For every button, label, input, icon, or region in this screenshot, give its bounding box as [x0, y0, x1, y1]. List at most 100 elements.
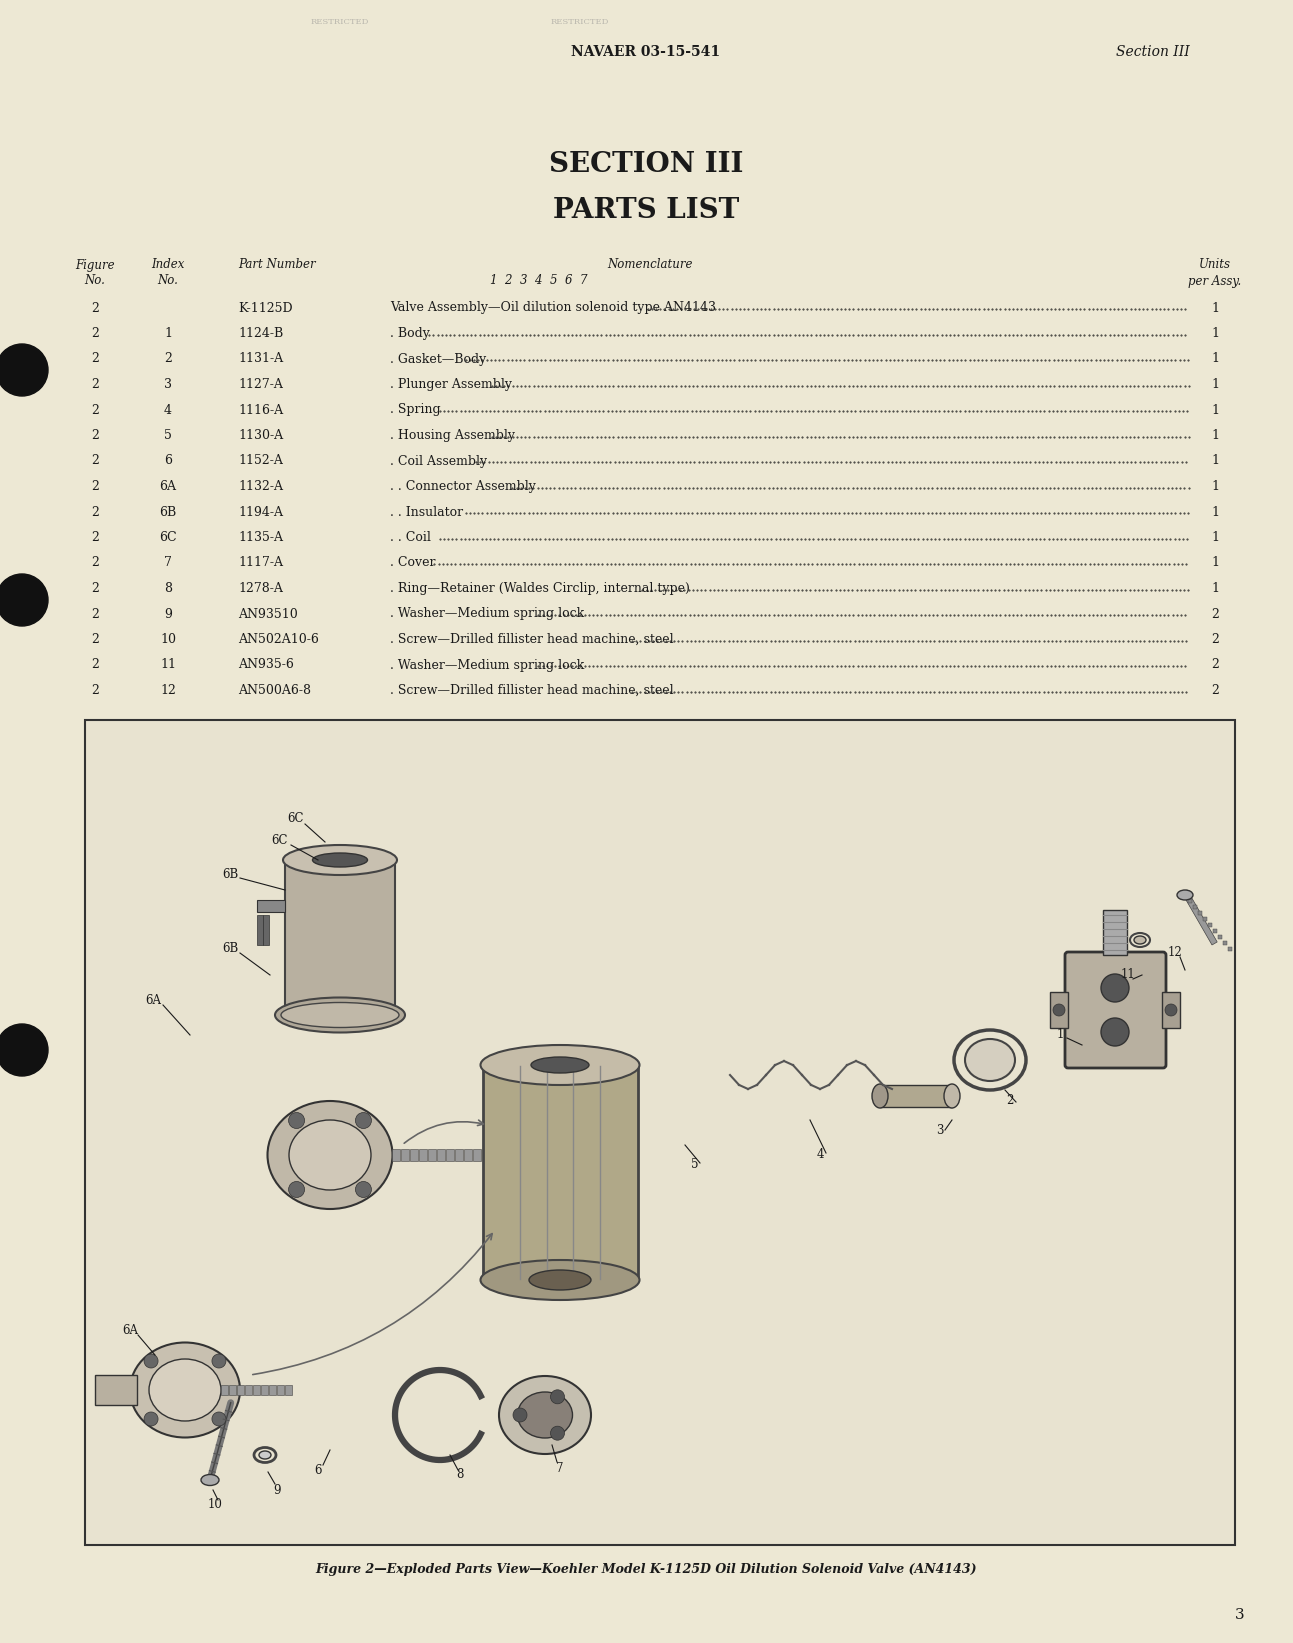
Text: Index: Index	[151, 258, 185, 271]
Ellipse shape	[259, 1451, 272, 1459]
Bar	[229, 1385, 237, 1395]
Text: . Cover: . Cover	[390, 557, 436, 570]
Text: 6A: 6A	[122, 1324, 138, 1336]
Text: . Gasket—Body: . Gasket—Body	[390, 353, 486, 365]
Bar	[277, 1385, 284, 1395]
Text: 2: 2	[1212, 659, 1219, 672]
Ellipse shape	[268, 1101, 393, 1209]
Bar	[262, 915, 269, 945]
Bar	[473, 1148, 481, 1162]
Text: 2: 2	[91, 683, 100, 697]
Bar	[446, 1148, 454, 1162]
Text: 1: 1	[1212, 582, 1219, 595]
Bar	[1213, 928, 1217, 933]
Text: 2: 2	[91, 506, 100, 519]
Text: AN935-6: AN935-6	[238, 659, 294, 672]
Text: 10: 10	[208, 1498, 222, 1512]
Text: K-1125D: K-1125D	[238, 302, 292, 314]
Bar	[237, 1385, 244, 1395]
Circle shape	[144, 1411, 158, 1426]
Text: 2: 2	[91, 531, 100, 544]
Ellipse shape	[275, 997, 405, 1032]
Bar	[1223, 941, 1227, 945]
Text: 1116-A: 1116-A	[238, 404, 283, 416]
Circle shape	[212, 1354, 226, 1369]
Text: 6B: 6B	[159, 506, 177, 519]
Bar	[94, 1375, 137, 1405]
Bar	[1228, 946, 1232, 951]
Text: Nomenclature: Nomenclature	[608, 258, 693, 271]
Text: No.: No.	[84, 274, 106, 288]
Text: 1135-A: 1135-A	[238, 531, 283, 544]
Text: 3: 3	[164, 378, 172, 391]
Bar	[221, 1385, 228, 1395]
Bar	[428, 1148, 436, 1162]
Text: 2: 2	[91, 455, 100, 468]
Bar	[1193, 905, 1197, 909]
Ellipse shape	[200, 1474, 219, 1485]
Bar	[392, 1148, 400, 1162]
Ellipse shape	[1134, 937, 1146, 945]
Bar	[437, 1148, 445, 1162]
Circle shape	[144, 1354, 158, 1369]
Text: 1278-A: 1278-A	[238, 582, 283, 595]
Text: 7: 7	[164, 557, 172, 570]
Ellipse shape	[1177, 891, 1193, 900]
Ellipse shape	[281, 1002, 400, 1027]
Ellipse shape	[149, 1359, 221, 1421]
Bar	[1188, 899, 1192, 904]
Text: . Washer—Medium spring lock: . Washer—Medium spring lock	[390, 608, 584, 621]
Text: 1131-A: 1131-A	[238, 353, 283, 365]
Bar	[1183, 894, 1187, 897]
Text: AN93510: AN93510	[238, 608, 297, 621]
Bar	[257, 915, 262, 945]
Text: 1130-A: 1130-A	[238, 429, 283, 442]
Text: Units: Units	[1199, 258, 1231, 271]
Text: 11: 11	[1121, 968, 1135, 981]
Text: 5: 5	[692, 1158, 698, 1171]
Text: NAVAER 03-15-541: NAVAER 03-15-541	[572, 44, 720, 59]
Text: 1: 1	[1212, 531, 1219, 544]
Text: 2: 2	[91, 480, 100, 493]
Text: 1: 1	[1212, 480, 1219, 493]
Text: 2: 2	[1006, 1094, 1014, 1106]
Circle shape	[0, 573, 48, 626]
Text: 2: 2	[91, 659, 100, 672]
Circle shape	[1102, 974, 1129, 1002]
Ellipse shape	[283, 845, 397, 876]
Text: PARTS LIST: PARTS LIST	[553, 197, 740, 223]
Bar	[1182, 891, 1217, 945]
Text: . Housing Assembly: . Housing Assembly	[390, 429, 515, 442]
Bar	[419, 1148, 427, 1162]
Text: . Spring: . Spring	[390, 404, 441, 416]
Ellipse shape	[871, 1084, 888, 1107]
Ellipse shape	[131, 1342, 240, 1438]
Bar	[253, 1385, 260, 1395]
Ellipse shape	[965, 1038, 1015, 1081]
Bar	[401, 1148, 409, 1162]
Ellipse shape	[290, 1121, 371, 1190]
Bar	[85, 720, 1235, 1544]
Circle shape	[288, 1112, 305, 1129]
Text: 1: 1	[1212, 404, 1219, 416]
Circle shape	[0, 343, 48, 396]
Circle shape	[356, 1181, 371, 1198]
Text: 9: 9	[273, 1484, 281, 1497]
Text: . Plunger Assembly: . Plunger Assembly	[390, 378, 512, 391]
Circle shape	[551, 1426, 565, 1441]
Bar	[257, 900, 284, 912]
Text: 2: 2	[91, 557, 100, 570]
Text: 3: 3	[936, 1124, 944, 1137]
Text: 1124-B: 1124-B	[238, 327, 283, 340]
Text: 1132-A: 1132-A	[238, 480, 283, 493]
Circle shape	[513, 1408, 528, 1421]
Bar	[1199, 910, 1202, 915]
Text: 1: 1	[1212, 353, 1219, 365]
Text: SECTION III: SECTION III	[548, 151, 743, 179]
Circle shape	[1165, 1004, 1177, 1015]
Bar	[1202, 917, 1206, 922]
Text: 6C: 6C	[159, 531, 177, 544]
Text: . Ring—Retainer (Waldes Circlip, internal type): . Ring—Retainer (Waldes Circlip, interna…	[390, 582, 690, 595]
Text: Figure 2—Exploded Parts View—Koehler Model K-1125D Oil Dilution Solenoid Valve (: Figure 2—Exploded Parts View—Koehler Mod…	[315, 1564, 976, 1577]
Circle shape	[288, 1181, 305, 1198]
